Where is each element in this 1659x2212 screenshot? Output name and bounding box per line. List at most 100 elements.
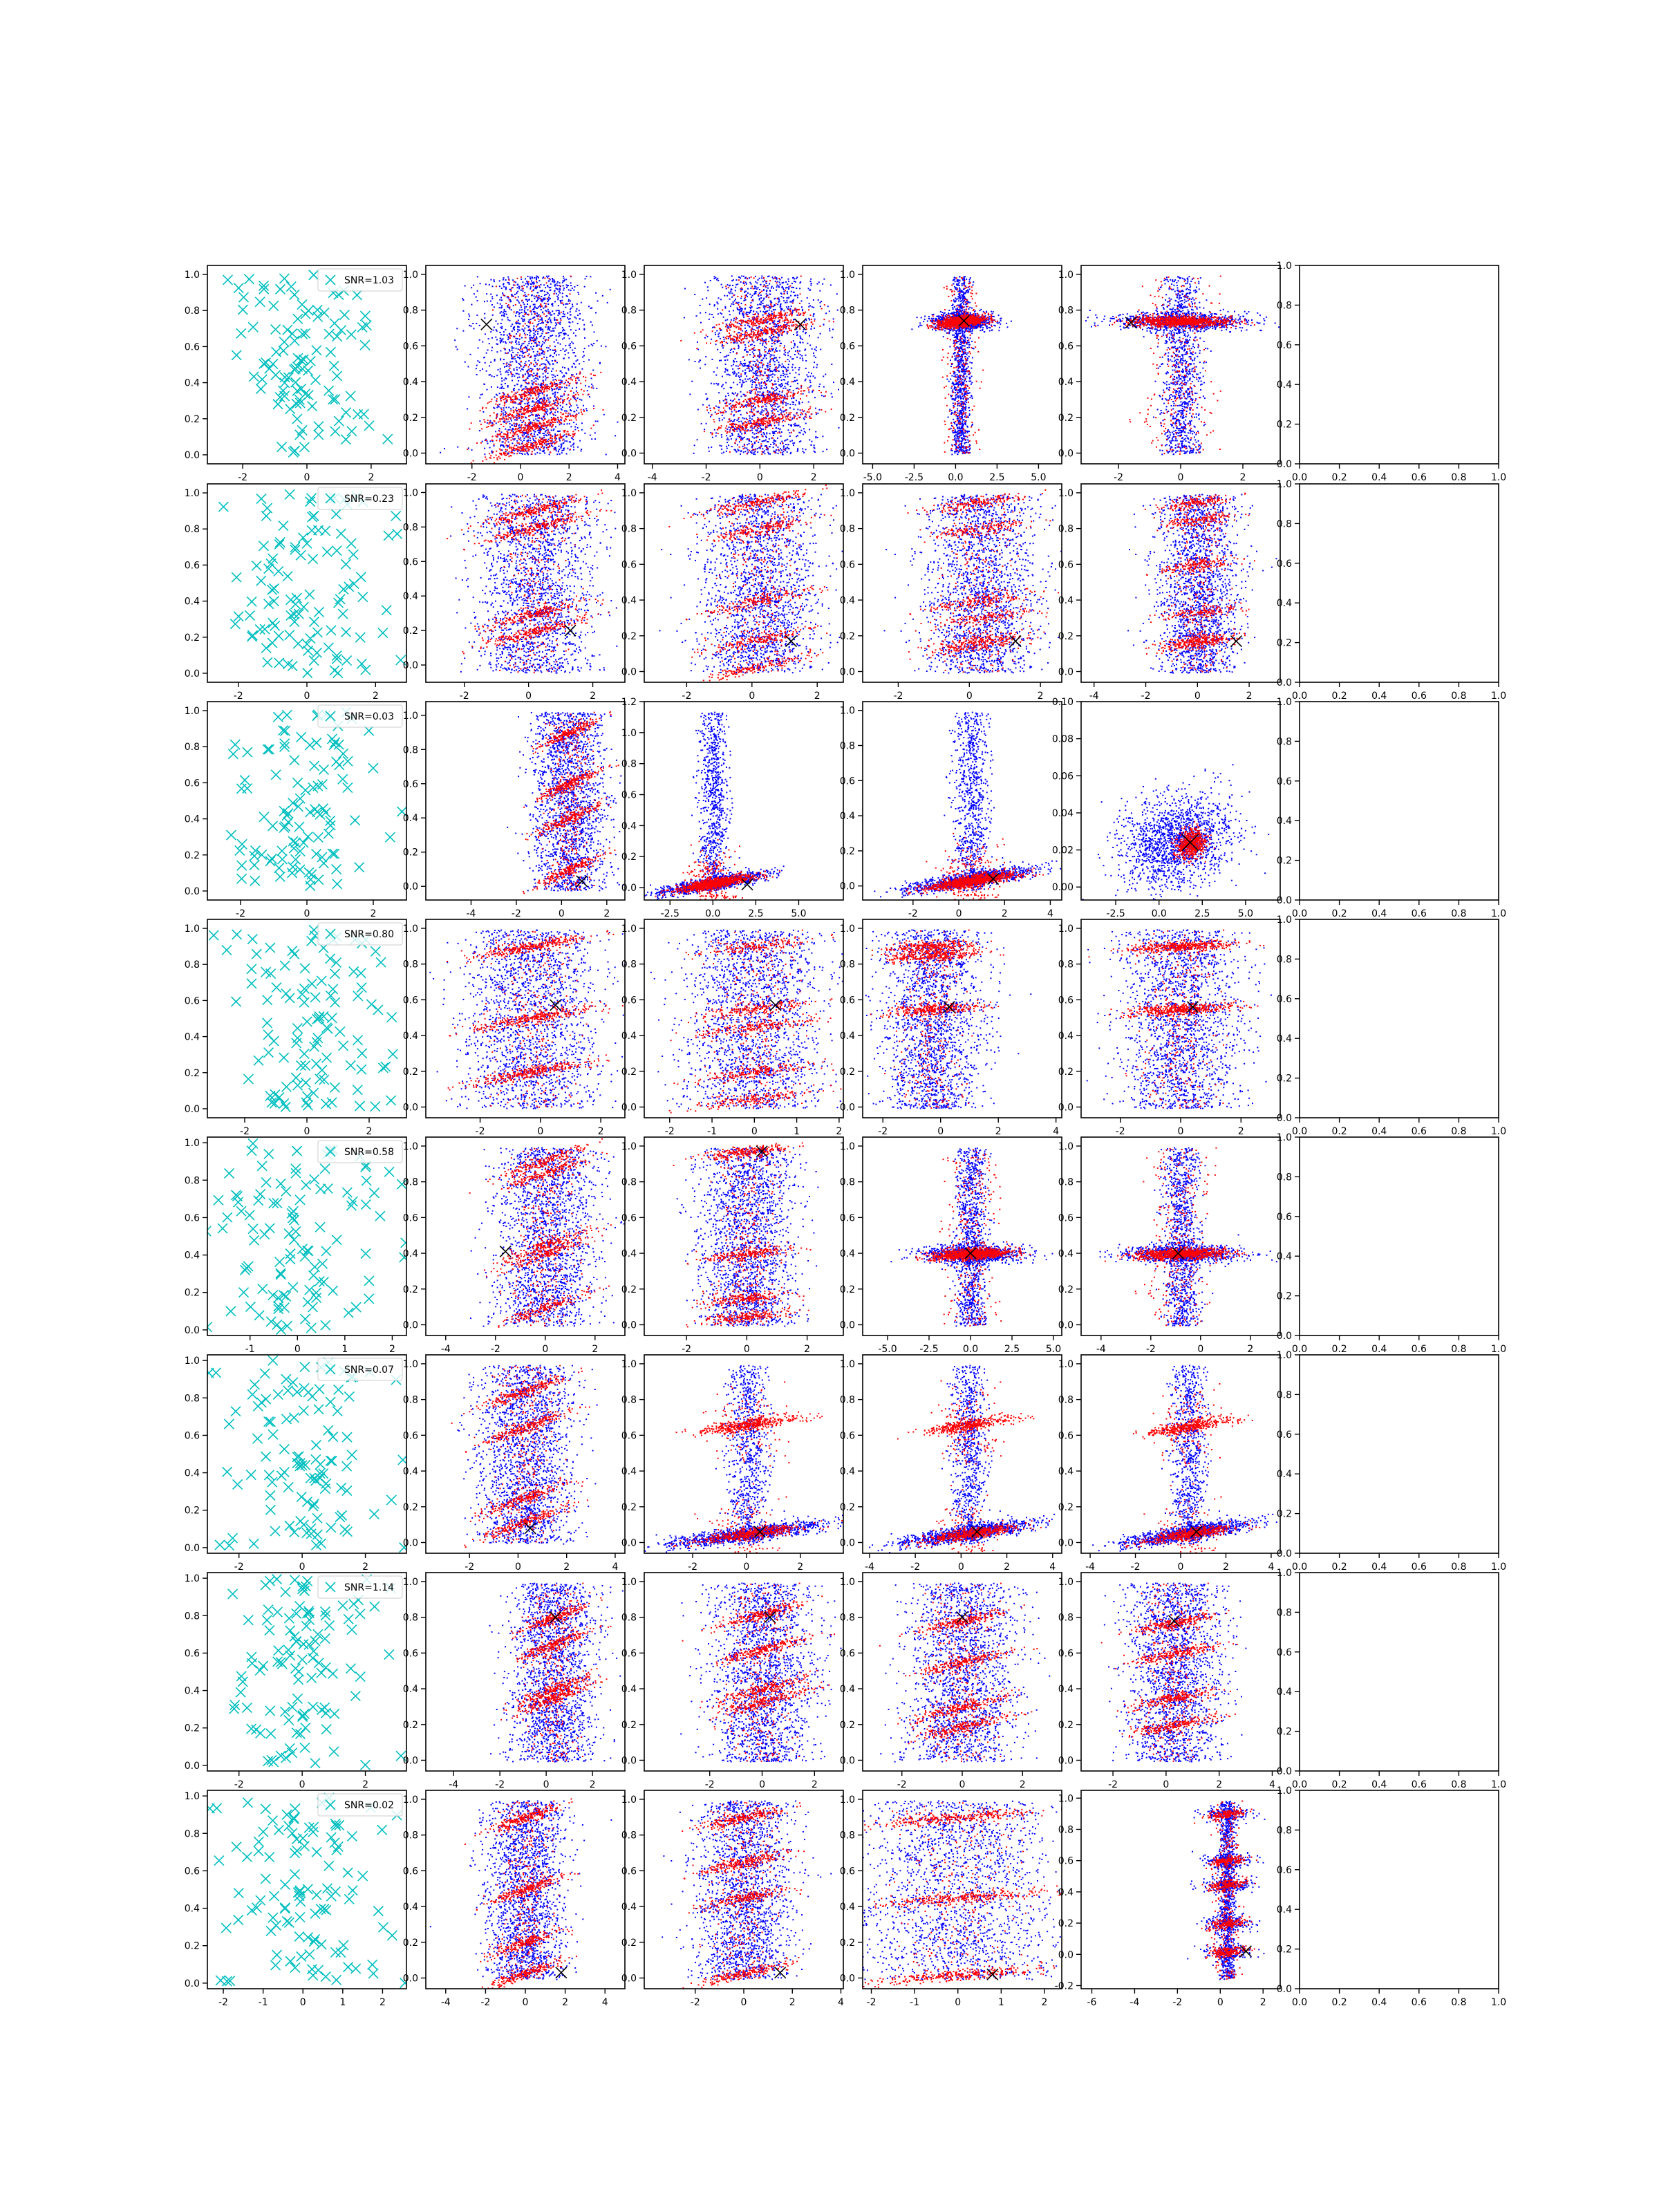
y-tick-label: 0.2 — [185, 1506, 200, 1517]
y-tick-label: 0.4 — [621, 1902, 637, 1913]
x-tick-label: 0 — [299, 1779, 306, 1790]
legend: SNR=0.07 — [318, 1358, 402, 1380]
x-tick-label: 2 — [373, 691, 379, 702]
y-tick-label: 0.6 — [403, 341, 418, 352]
x-tick-label: 0.0 — [1152, 908, 1167, 919]
y-tick-label: 0.6 — [840, 1212, 855, 1224]
x-tick-label: 0 — [751, 1126, 758, 1137]
x-tick-label: 0 — [515, 1562, 521, 1573]
y-tick-label: 0.0 — [403, 1102, 418, 1113]
x-tick-label: 0.2 — [1331, 1562, 1347, 1573]
y-tick-label: 0.0 — [185, 1978, 200, 1989]
x-tick-label: 0.0 — [705, 908, 720, 919]
y-tick-label: 1.0 — [403, 1359, 418, 1370]
y-tick-label: 0.2 — [621, 1502, 637, 1513]
y-tick-label: 0.8 — [621, 306, 637, 317]
legend: SNR=0.58 — [318, 1141, 402, 1163]
x-tick-label: -2 — [682, 691, 691, 702]
y-tick-label: 0.4 — [185, 1250, 200, 1262]
x-tick-label: 0 — [749, 691, 755, 702]
y-tick-label: 0.4 — [1277, 816, 1292, 827]
x-tick-label: -2 — [234, 691, 243, 702]
y-tick-label: 0.0 — [621, 448, 637, 459]
x-tick-label: 0 — [1217, 1997, 1224, 2008]
y-tick-label: 1.0 — [1058, 1577, 1074, 1588]
y-tick-label: 0.8 — [840, 1395, 855, 1406]
x-tick-label: 2 — [789, 1997, 796, 2008]
x-tick-label: 0 — [741, 1997, 747, 2008]
x-tick-label: -2 — [495, 1779, 505, 1790]
x-tick-label: -2 — [1146, 1344, 1156, 1355]
x-tick-label: -2 — [480, 1997, 490, 2008]
y-tick-label: 0.6 — [621, 1866, 637, 1877]
x-tick-label: 2 — [362, 1562, 368, 1573]
x-tick-label: 2 — [590, 1779, 596, 1790]
y-tick-label: 0.2 — [1277, 1727, 1292, 1738]
y-tick-label: 0.6 — [1058, 995, 1074, 1006]
x-tick-label: 4 — [1047, 908, 1053, 919]
y-tick-label: 0.2 — [621, 631, 637, 642]
x-tick-label: 0 — [1178, 1562, 1184, 1573]
y-tick-label: 0.8 — [621, 959, 637, 971]
x-tick-label: 0 — [1178, 1126, 1184, 1137]
y-tick-label: 0.4 — [185, 378, 200, 389]
y-tick-label: 0.8 — [621, 1177, 637, 1188]
y-tick-label: 0.2 — [840, 1067, 855, 1078]
y-tick-label: 0.08 — [1052, 734, 1074, 745]
y-tick-label: 0.2 — [403, 413, 418, 424]
y-tick-label: 1.0 — [1058, 270, 1074, 281]
x-tick-label: -2 — [234, 1779, 244, 1790]
y-tick-label: 0.2 — [403, 847, 418, 859]
y-tick-label: 0.6 — [621, 341, 637, 352]
y-tick-label: 0.6 — [1277, 340, 1292, 351]
y-tick-label: 0.4 — [1277, 1904, 1292, 1915]
y-tick-label: 0.0 — [840, 448, 855, 459]
y-tick-label: 1.0 — [840, 270, 855, 281]
y-tick-label: 1.0 — [621, 924, 637, 935]
x-tick-label: 5.0 — [1238, 908, 1253, 919]
y-tick-label: 1.0 — [621, 1359, 637, 1370]
x-tick-label: 0.4 — [1371, 1126, 1387, 1137]
y-tick-label: 1.0 — [840, 488, 855, 499]
y-tick-label: 0.0 — [621, 1755, 637, 1766]
x-tick-label: 0.0 — [963, 1344, 978, 1355]
y-tick-label: 0.0 — [1058, 448, 1074, 459]
y-tick-label: 1.0 — [403, 1577, 418, 1588]
x-tick-label: -2 — [512, 908, 521, 919]
y-tick-label: 0.8 — [185, 959, 200, 971]
y-tick-label: 0.8 — [1058, 1395, 1074, 1406]
x-tick-label: 0 — [542, 1344, 548, 1355]
y-tick-label: 0.8 — [403, 1395, 418, 1406]
x-tick-label: 0.0 — [1292, 1997, 1307, 2008]
x-tick-label: 4 — [612, 1562, 618, 1573]
y-tick-label: 1.0 — [621, 728, 637, 739]
x-tick-label: -2 — [491, 1344, 500, 1355]
y-tick-label: 0.2 — [840, 413, 855, 424]
y-tick-label: 1.0 — [185, 270, 200, 281]
y-tick-label: 0.0 — [1277, 1331, 1292, 1342]
x-tick-label: 0 — [1163, 1779, 1169, 1790]
x-tick-label: -2 — [240, 1126, 250, 1137]
y-tick-label: 0.2 — [621, 413, 637, 424]
x-tick-label: 2 — [362, 1779, 368, 1790]
x-tick-label: 2 — [368, 472, 374, 483]
x-tick-label: -6 — [1087, 1997, 1096, 2008]
x-tick-label: 0.0 — [1292, 1779, 1307, 1790]
y-tick-label: 1.0 — [1058, 1793, 1074, 1804]
x-tick-label: 2 — [1260, 1997, 1266, 2008]
y-tick-label: 0.2 — [1277, 1074, 1292, 1085]
y-tick-label: 1.0 — [1058, 924, 1074, 935]
x-tick-label: 0 — [1194, 691, 1201, 702]
x-tick-label: 4 — [838, 1997, 844, 2008]
y-tick-label: 0.4 — [1058, 595, 1074, 606]
x-tick-label: 0 — [966, 691, 973, 702]
y-tick-label: 0.0 — [1277, 459, 1292, 470]
y-tick-label: 0.6 — [403, 1430, 418, 1441]
y-tick-label: 0.0 — [840, 666, 855, 677]
y-tick-label: 0.6 — [403, 1866, 418, 1877]
y-tick-label: 0.6 — [1058, 1648, 1074, 1659]
x-tick-label: 2 — [590, 691, 596, 702]
x-tick-label: 0.2 — [1331, 1779, 1347, 1790]
y-tick-label: 0.2 — [1058, 413, 1074, 424]
